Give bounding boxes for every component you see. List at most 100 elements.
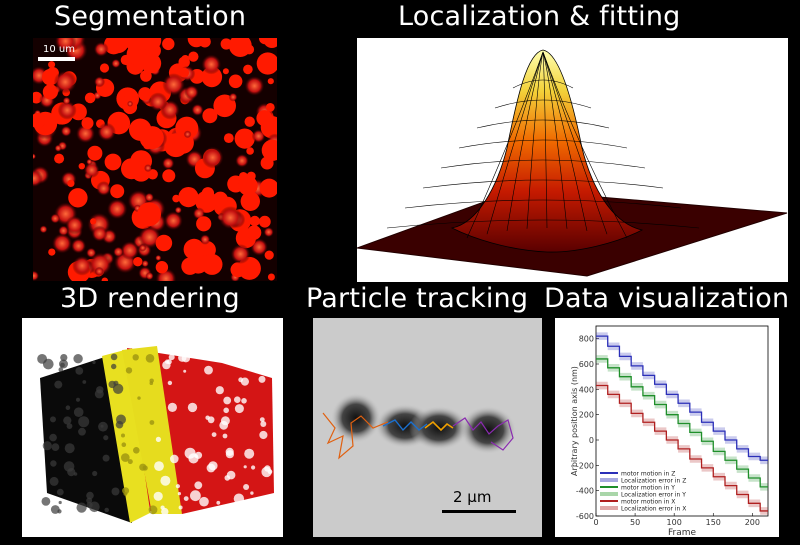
- render-pore: [82, 380, 87, 384]
- render-pore: [251, 465, 256, 470]
- render-pore: [76, 502, 87, 513]
- segmentation-region: [244, 116, 255, 127]
- segmentation-region: [111, 58, 121, 69]
- segmentation-region: [68, 188, 88, 208]
- render-pore: [250, 491, 254, 495]
- x-tick-label: 200: [745, 518, 760, 527]
- segmentation-region: [70, 238, 87, 254]
- chart-plot-area: 0 50 100 150 200 -600 -400 -200 0 200 400 600 800 Fra…: [570, 325, 769, 537]
- segmentation-region: [243, 64, 253, 75]
- render-porous-texture: [37, 350, 273, 516]
- render-pore: [223, 407, 229, 414]
- mesh-line: [506, 51, 544, 231]
- segmentation-region: [163, 211, 183, 231]
- render-pore: [249, 502, 254, 507]
- mesh-line: [526, 51, 544, 229]
- segmentation-region: [106, 198, 128, 220]
- render-pore: [108, 380, 116, 389]
- render-pore: [154, 461, 164, 471]
- y-tick-label: 800: [579, 335, 594, 344]
- render-pore: [244, 448, 255, 459]
- render-pore: [104, 507, 109, 513]
- segmentation-region: [144, 164, 152, 172]
- segmentation-region: [94, 76, 105, 88]
- segmentation-region: [251, 129, 266, 143]
- segmentation-region: [33, 270, 40, 281]
- render-pore: [58, 500, 62, 505]
- segmentation-region: [181, 257, 199, 275]
- segmentation-region: [263, 227, 274, 238]
- render-pore: [127, 459, 133, 465]
- render-pore: [54, 380, 63, 389]
- render-pore: [64, 443, 75, 454]
- segmentation-region: [120, 241, 140, 260]
- render-pore: [57, 509, 62, 514]
- segmentation-region: [234, 128, 255, 149]
- segmentation-region: [265, 103, 275, 112]
- render-pore: [121, 453, 130, 462]
- render-pore: [256, 508, 261, 512]
- render-pore: [226, 470, 236, 480]
- tracking-scalebar-label: 2 µm: [453, 488, 491, 506]
- segmentation-region: [48, 61, 56, 69]
- render-pore: [49, 476, 59, 486]
- render-pore: [149, 381, 154, 385]
- render-pore: [155, 436, 161, 442]
- segmentation-region: [189, 246, 198, 255]
- render-pore: [254, 354, 262, 362]
- render-pore: [234, 404, 244, 414]
- segmentation-region: [39, 225, 48, 234]
- series-line: [596, 384, 768, 512]
- render-pore: [187, 402, 198, 413]
- render-pore: [73, 354, 83, 364]
- render-pore: [183, 496, 189, 501]
- segmentation-region: [51, 233, 73, 254]
- track-purple: [452, 417, 514, 451]
- x-axis-label: Frame: [668, 528, 697, 537]
- segmentation-region: [33, 169, 43, 187]
- render-pore: [142, 465, 148, 471]
- segmentation-blobs: [33, 38, 277, 281]
- render-pore: [241, 398, 247, 404]
- render-pore: [92, 360, 96, 365]
- segmentation-region: [81, 117, 94, 130]
- render-pore: [213, 350, 220, 357]
- render-pore: [75, 367, 84, 375]
- segmentation-region: [140, 70, 152, 82]
- segmentation-scalebar: [38, 57, 75, 61]
- render-pore: [96, 386, 104, 394]
- render-pore: [86, 491, 94, 500]
- segmentation-region: [116, 87, 139, 110]
- legend-entry: Localization error in Y: [621, 492, 686, 499]
- x-tick-label: 100: [667, 518, 682, 527]
- render-pore: [86, 497, 93, 504]
- render-pore: [112, 383, 124, 394]
- segmentation-region: [188, 51, 199, 62]
- segmentation-scalebar-label: 10 um: [43, 44, 75, 55]
- segmentation-region: [89, 151, 98, 160]
- render-pore: [183, 369, 187, 373]
- render-pore: [73, 407, 84, 417]
- rendering-image: [22, 318, 283, 537]
- render-pore: [170, 454, 179, 464]
- segmentation-region: [88, 252, 112, 276]
- segmentation-region: [162, 157, 175, 170]
- render-pore: [234, 396, 241, 403]
- segmentation-region: [137, 202, 161, 227]
- particle-spot: [460, 406, 516, 454]
- render-pore: [153, 491, 163, 501]
- render-pore: [240, 377, 249, 386]
- segmentation-region: [189, 38, 202, 45]
- segmentation-region: [53, 70, 77, 94]
- segmentation-region: [238, 175, 258, 196]
- segmentation-region: [138, 225, 161, 249]
- segmentation-region: [202, 108, 218, 124]
- segmentation-region: [138, 87, 152, 101]
- segmentation-region: [230, 262, 246, 278]
- segmentation-region: [222, 68, 229, 75]
- segmentation-region: [267, 273, 275, 281]
- chart-frame: [595, 325, 769, 517]
- render-pore: [264, 465, 271, 472]
- x-tick-label: 0: [593, 518, 598, 527]
- render-pore: [199, 496, 209, 507]
